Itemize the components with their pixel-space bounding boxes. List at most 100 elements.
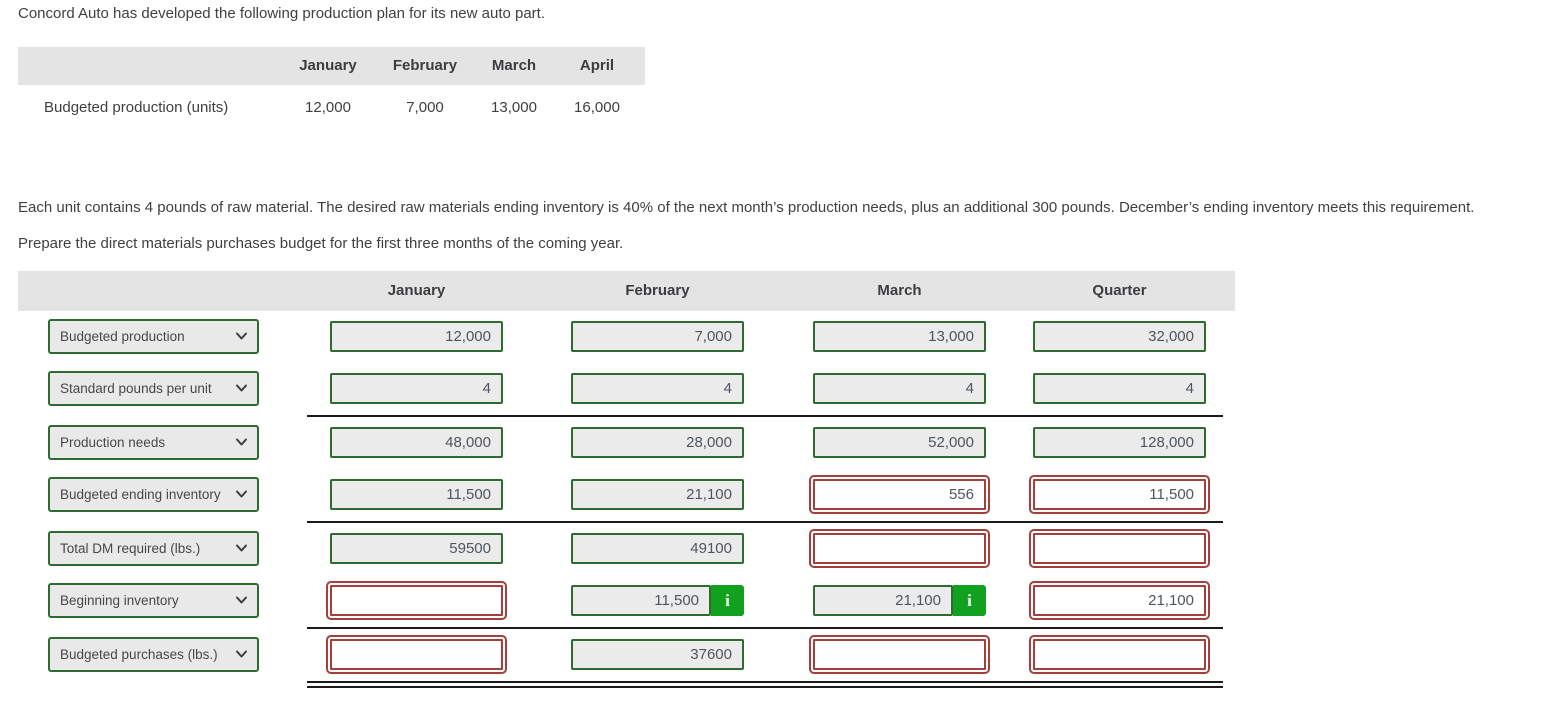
intro-text: Concord Auto has developed the following… [18, 5, 546, 22]
col-header-march: March [877, 282, 922, 299]
chevron-down-icon [236, 596, 247, 604]
chevron-down-icon [236, 650, 247, 658]
budget-cell: 11,500 [1029, 475, 1210, 514]
row-label: Budgeted production [60, 329, 185, 344]
budget-cell [1029, 635, 1210, 674]
info-icon[interactable]: i [711, 585, 744, 616]
budget-table-body: Budgeted production 12,000 7,000 13,000 32,0… [18, 311, 1235, 688]
page: Concord Auto has developed the following… [18, 5, 1474, 688]
amount-input[interactable]: 21,100 [571, 479, 744, 510]
budget-cell [326, 635, 507, 674]
amount-input[interactable]: 59500 [330, 533, 503, 564]
subtotal-line [307, 415, 1223, 417]
amount-value: 21,100 [1148, 592, 1194, 609]
budget-cell [1029, 529, 1210, 568]
amount-input[interactable]: 4 [330, 373, 503, 404]
budget-cell: 21,100 [1029, 581, 1210, 620]
row-label-dropdown[interactable]: Production needs [48, 425, 259, 460]
chevron-down-icon [236, 544, 247, 552]
budget-cell [809, 635, 990, 674]
task-text: Prepare the direct materials purchases b… [18, 235, 624, 252]
budget-cell: 37600 [571, 639, 744, 670]
amount-value: 4 [482, 380, 491, 397]
budget-row: Beginning inventory 11,500 i 21,100 i 21,100 [18, 575, 1235, 627]
amount-input[interactable]: 4 [813, 373, 986, 404]
value-january: 12,000 [305, 99, 351, 116]
chevron-down-icon [236, 490, 247, 498]
budget-row: Budgeted ending inventory 11,500 21,100 556… [18, 469, 1235, 521]
amount-input-invalid[interactable] [326, 635, 507, 674]
amount-value: 556 [948, 486, 974, 503]
amount-input-invalid[interactable] [809, 529, 990, 568]
budget-cell: 12,000 [330, 321, 503, 352]
budget-cell: 7,000 [571, 321, 744, 352]
row-label-dropdown[interactable]: Budgeted production [48, 319, 259, 354]
amount-input[interactable]: 49100 [571, 533, 744, 564]
budget-cell: 48,000 [330, 427, 503, 458]
amount-input[interactable]: 128,000 [1033, 427, 1206, 458]
amount-value: 7,000 [694, 328, 732, 345]
amount-input[interactable]: 48,000 [330, 427, 503, 458]
budget-cell: 11,500 [330, 479, 503, 510]
col-header-february: February [392, 57, 458, 74]
budget-cell: 4 [813, 373, 986, 404]
production-plan-header: January February March April [18, 47, 645, 85]
amount-input[interactable]: 7,000 [571, 321, 744, 352]
budget-row: Total DM required (lbs.) 59500 49100 [18, 523, 1235, 575]
row-label-dropdown[interactable]: Total DM required (lbs.) [48, 531, 259, 566]
budget-cell: 4 [571, 373, 744, 404]
chevron-down-icon [236, 384, 247, 392]
amount-input-invalid[interactable] [326, 581, 507, 620]
amount-input[interactable]: 37600 [571, 639, 744, 670]
budget-cell: 21,100 [571, 479, 744, 510]
amount-input-invalid[interactable]: 21,100 [1029, 581, 1210, 620]
amount-value: 21,100 [686, 486, 732, 503]
value-february: 7,000 [406, 99, 444, 116]
budget-table: January February March Quarter Budgeted … [18, 271, 1235, 688]
amount-input-invalid[interactable] [1029, 635, 1210, 674]
amount-input[interactable]: 52,000 [813, 427, 986, 458]
total-double-line [307, 681, 1223, 688]
amount-input[interactable]: 4 [571, 373, 744, 404]
budget-cell: 21,100 i [813, 585, 986, 616]
budget-cell: 4 [1033, 373, 1206, 404]
amount-input-invalid[interactable] [1029, 529, 1210, 568]
amount-value: 11,500 [654, 592, 699, 609]
budget-cell: 11,500 i [571, 585, 744, 616]
amount-input[interactable]: 11,500 [330, 479, 503, 510]
amount-input[interactable]: 4 [1033, 373, 1206, 404]
budget-cell: 32,000 [1033, 321, 1206, 352]
production-plan-row: Budgeted production (units) 12,000 7,000… [18, 85, 645, 129]
amount-value: 32,000 [1148, 328, 1194, 345]
budget-cell [326, 581, 507, 620]
budget-cell: 556 [809, 475, 990, 514]
row-label-dropdown[interactable]: Budgeted ending inventory [48, 477, 259, 512]
amount-value: 48,000 [445, 434, 491, 451]
amount-value: 4 [723, 380, 732, 397]
amount-value: 13,000 [928, 328, 974, 345]
amount-input-invalid[interactable]: 11,500 [1029, 475, 1210, 514]
budget-cell: 52,000 [813, 427, 986, 458]
amount-input[interactable]: 11,500 [571, 585, 711, 616]
row-label-dropdown[interactable]: Beginning inventory [48, 583, 259, 618]
subtotal-line [307, 627, 1223, 629]
amount-value: 21,100 [895, 592, 941, 609]
amount-input[interactable]: 21,100 [813, 585, 953, 616]
row-label-dropdown[interactable]: Budgeted purchases (lbs.) [48, 637, 259, 672]
amount-input[interactable]: 32,000 [1033, 321, 1206, 352]
amount-value: 52,000 [928, 434, 974, 451]
amount-input-invalid[interactable] [809, 635, 990, 674]
budget-row: Budgeted purchases (lbs.) 37600 [18, 629, 1235, 681]
production-plan-table: January February March April Budgeted pr… [18, 47, 645, 129]
amount-input[interactable]: 28,000 [571, 427, 744, 458]
amount-input[interactable]: 12,000 [330, 321, 503, 352]
amount-value: 4 [1185, 380, 1194, 397]
row-label: Production needs [60, 435, 166, 450]
amount-input-invalid[interactable]: 556 [809, 475, 990, 514]
info-icon[interactable]: i [953, 585, 986, 616]
amount-value: 11,500 [446, 486, 491, 503]
chevron-down-icon [236, 332, 247, 340]
row-label-dropdown[interactable]: Standard pounds per unit [48, 371, 259, 406]
budget-row: Production needs 48,000 28,000 52,000 128,00… [18, 417, 1235, 469]
amount-input[interactable]: 13,000 [813, 321, 986, 352]
